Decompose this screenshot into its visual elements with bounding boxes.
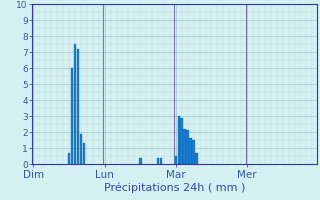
Bar [80,134,82,164]
Bar [83,143,85,164]
Bar [187,130,189,164]
Bar [139,158,142,164]
Bar [174,156,177,164]
Bar [180,118,183,164]
Bar [192,140,195,164]
Bar [160,158,162,164]
Bar [178,116,180,164]
Bar [189,138,192,164]
Bar [195,153,198,164]
X-axis label: Précipitations 24h ( mm ): Précipitations 24h ( mm ) [104,182,245,193]
Bar [71,68,73,164]
Bar [77,49,79,164]
Bar [157,158,159,164]
Bar [74,44,76,164]
Bar [68,153,70,164]
Bar [183,129,186,164]
